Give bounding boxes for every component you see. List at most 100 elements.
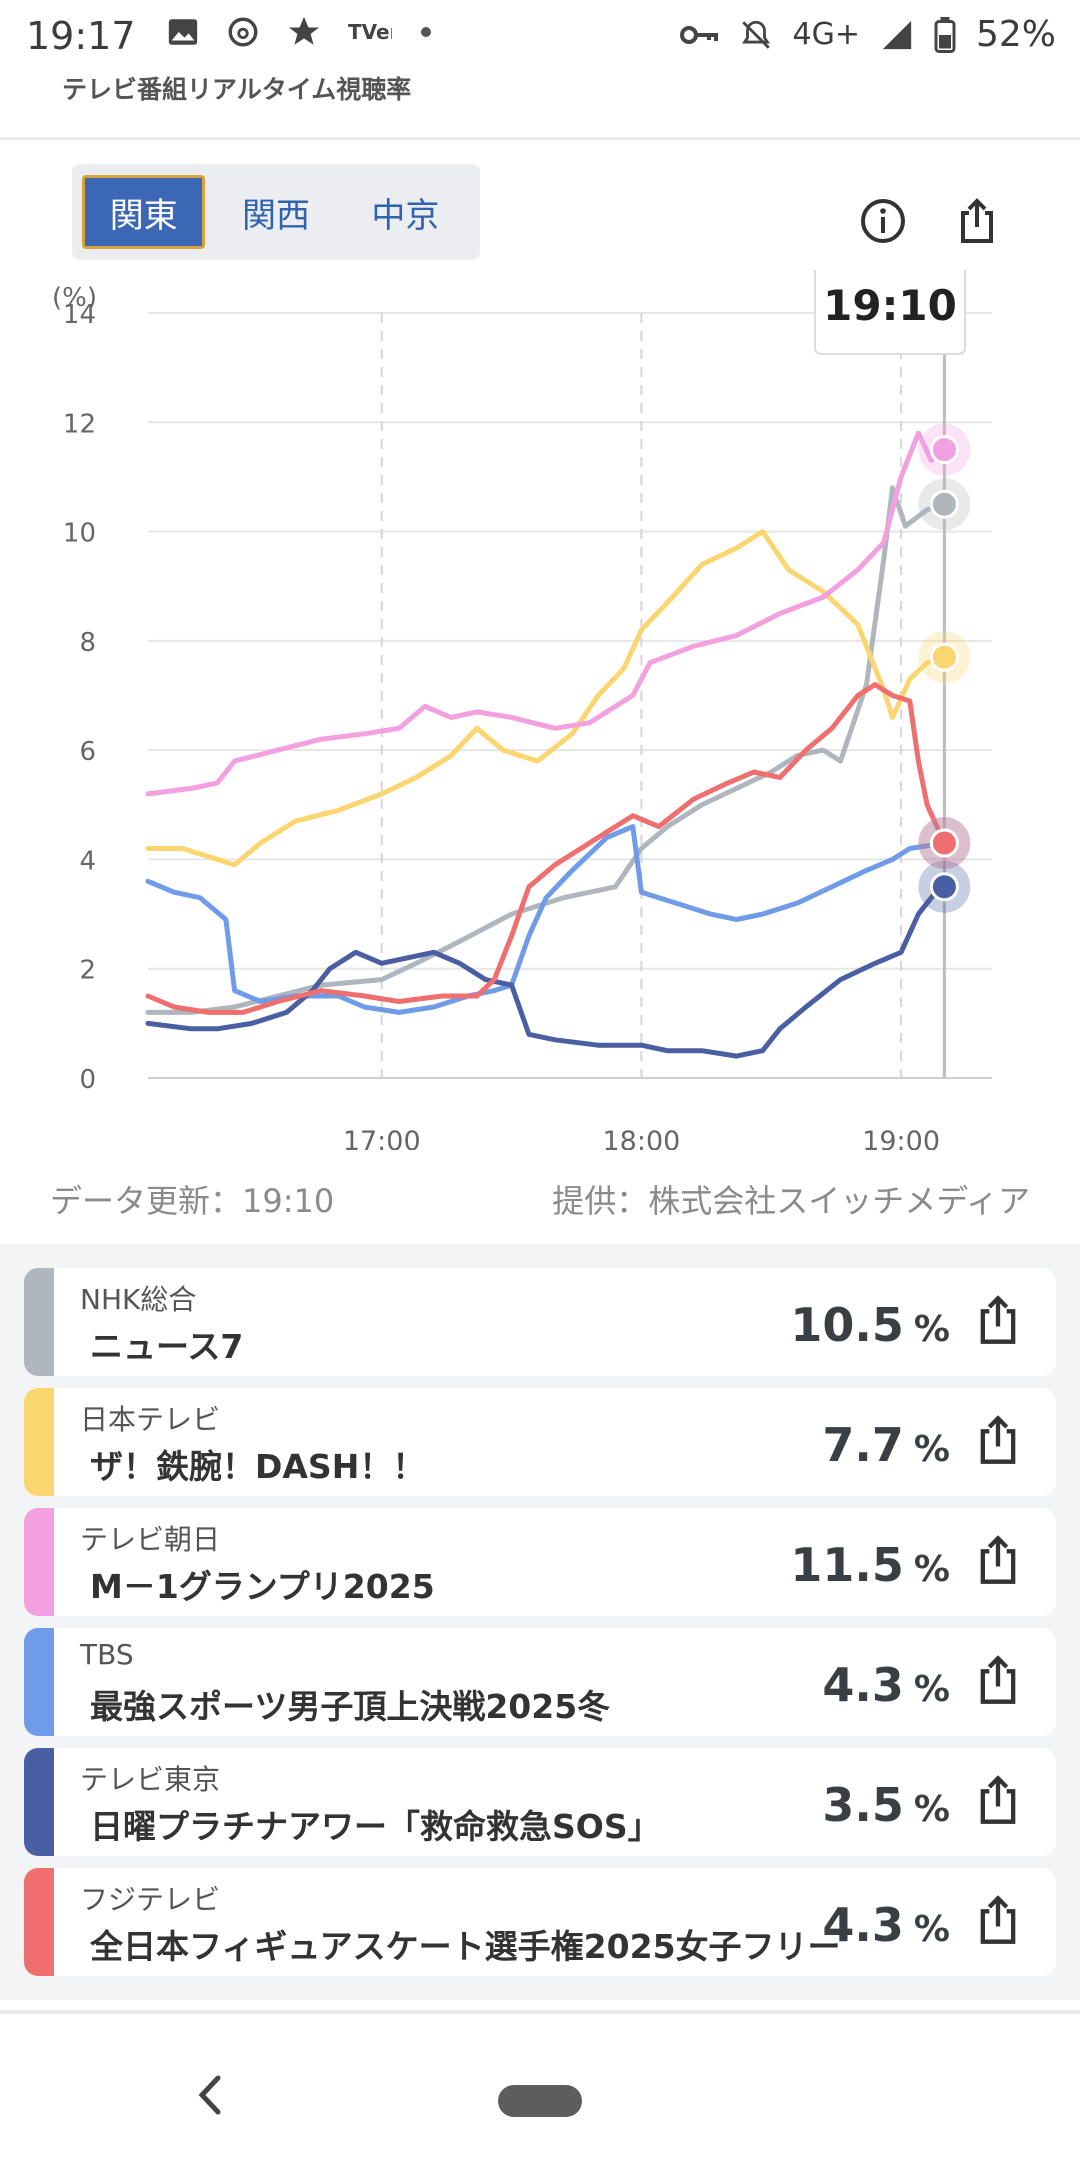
share-chart-button[interactable]	[952, 196, 1002, 246]
y-tick-label: 4	[79, 846, 96, 876]
channel-color-bar	[24, 1388, 54, 1496]
channel-card-tv-tokyo[interactable]: テレビ東京 日曜プラチナアワー「救命救急SOS」 3.5%	[24, 1748, 1056, 1856]
channel-color-bar	[24, 1268, 54, 1376]
battery-level: 52%	[975, 14, 1056, 55]
channel-card-tbs[interactable]: TBS 最強スポーツ男子頂上決戦2025冬 4.3%	[24, 1628, 1056, 1736]
key-icon	[679, 25, 718, 44]
chart-actions	[858, 196, 1002, 246]
share-icon[interactable]	[972, 1294, 1024, 1346]
rating-value: 10.5%	[790, 1298, 950, 1352]
channel-name: 日本テレビ	[80, 1403, 221, 1436]
program-title: 日曜プラチナアワー「救命救急SOS」	[90, 1807, 661, 1846]
app-title: テレビ番組リアルタイム視聴率	[62, 75, 412, 104]
channel-card-fuji[interactable]: フジテレビ 全日本フィギュアスケート選手権2025女子フリー 4.3%	[24, 1868, 1056, 1976]
channel-name: テレビ東京	[80, 1763, 221, 1796]
x-axis: 17:00 18:00 19:00	[343, 1126, 940, 1150]
rating-value: 11.5%	[790, 1538, 950, 1592]
y-tick-label: 0	[79, 1065, 96, 1095]
channel-color-bar	[24, 1748, 54, 1856]
notification-icons: TVer	[166, 14, 434, 50]
bell-off-icon	[741, 20, 770, 49]
update-time: データ更新：19:10	[50, 1182, 335, 1220]
program-title: ザ！鉄腕！DASH！！	[90, 1447, 426, 1486]
y-axis: 0 2 4 6 8 10 12 14	[63, 300, 96, 1095]
share-icon[interactable]	[972, 1534, 1024, 1586]
x-tick-label: 17:00	[343, 1126, 421, 1150]
channel-name: フジテレビ	[80, 1883, 221, 1916]
tver-icon: TVer	[348, 20, 392, 44]
network-type: 4G+	[792, 17, 860, 52]
channel-card-nhk[interactable]: NHK総合 ニュース7 10.5%	[24, 1268, 1056, 1376]
series-end-markers	[918, 423, 971, 913]
channel-color-bar	[24, 1508, 54, 1616]
rating-value: 4.3%	[822, 1898, 950, 1952]
back-chevron-icon[interactable]	[190, 2070, 230, 2120]
share-icon[interactable]	[972, 1654, 1024, 1706]
channel-color-bar	[24, 1628, 54, 1736]
series-line	[145, 682, 947, 1015]
signal-icon	[882, 20, 912, 49]
y-tick-label: 14	[63, 300, 96, 330]
y-tick-label: 10	[63, 519, 96, 549]
series-end-point	[929, 828, 959, 858]
program-title: ニュース7	[90, 1327, 244, 1366]
series-end-point	[929, 642, 959, 672]
y-tick-label: 6	[79, 737, 96, 767]
y-axis-unit: (%)	[52, 283, 97, 313]
system-nav-bar	[0, 2040, 1080, 2160]
share-icon[interactable]	[972, 1774, 1024, 1826]
channel-color-bar	[24, 1868, 54, 1976]
tab-chukyo[interactable]: 中京	[371, 195, 440, 236]
series-end-point	[929, 489, 959, 519]
cursor-tooltip: 19:10	[814, 270, 966, 355]
program-title: 全日本フィギュアスケート選手権2025女子フリー	[90, 1927, 841, 1966]
series-end-point	[929, 872, 959, 902]
y-tick-label: 12	[63, 409, 96, 439]
region-tabs: 関東 関西 中京	[72, 164, 480, 260]
rating-value: 7.7%	[822, 1418, 950, 1472]
channel-name: テレビ朝日	[80, 1523, 221, 1556]
channel-name: TBS	[80, 1638, 134, 1671]
series-line	[145, 529, 947, 868]
channel-card-tv-asahi[interactable]: テレビ朝日 M－1グランプリ2025 11.5%	[24, 1508, 1056, 1616]
star-icon	[289, 17, 319, 45]
series-line	[145, 824, 947, 1015]
svg-text:TVer: TVer	[348, 20, 392, 44]
program-title: M－1グランプリ2025	[90, 1567, 435, 1606]
series-line	[145, 884, 947, 1059]
x-tick-label: 19:00	[862, 1126, 940, 1150]
dot-icon	[421, 27, 431, 37]
rating-value: 4.3%	[822, 1658, 950, 1712]
share-icon[interactable]	[972, 1414, 1024, 1466]
channel-name: NHK総合	[80, 1283, 197, 1316]
series-end-point	[929, 435, 959, 465]
image-icon	[168, 19, 198, 45]
status-bar: 19:17 TVer 4G+ 52%	[0, 0, 1080, 70]
share-icon	[961, 198, 993, 243]
info-button[interactable]	[858, 196, 908, 246]
info-icon	[861, 199, 905, 243]
chart-footer: データ更新：19:10 提供：株式会社スイッチメディア	[50, 1176, 1030, 1222]
tab-kansai[interactable]: 関西	[242, 195, 311, 236]
tab-kanto[interactable]: 関東	[82, 175, 206, 249]
channel-card-ntv[interactable]: 日本テレビ ザ！鉄腕！DASH！！ 7.7%	[24, 1388, 1056, 1496]
program-title: 最強スポーツ男子頂上決戦2025冬	[90, 1687, 611, 1726]
series-line	[145, 430, 947, 797]
y-tick-label: 2	[79, 956, 96, 986]
cursor-time-label: 19:10	[823, 281, 957, 330]
share-icon[interactable]	[972, 1894, 1024, 1946]
x-tick-label: 18:00	[603, 1126, 681, 1150]
battery-icon	[934, 16, 956, 53]
data-provider: 提供：株式会社スイッチメディア	[552, 1182, 1030, 1220]
series-lines	[145, 430, 947, 1059]
series-line	[145, 485, 947, 1015]
list-bottom-divider	[0, 2010, 1080, 2014]
home-pill-button[interactable]	[498, 2085, 582, 2117]
y-tick-label: 8	[79, 628, 96, 658]
threads-icon	[228, 17, 258, 47]
ratings-chart: 0 2 4 6 8 10 12 14 17:00 18:00 19:00 (%) 19:10	[52, 270, 992, 1150]
system-icons: 4G+ 52%	[679, 14, 1056, 55]
status-time: 19:17	[26, 14, 136, 58]
rating-value: 3.5%	[822, 1778, 950, 1832]
